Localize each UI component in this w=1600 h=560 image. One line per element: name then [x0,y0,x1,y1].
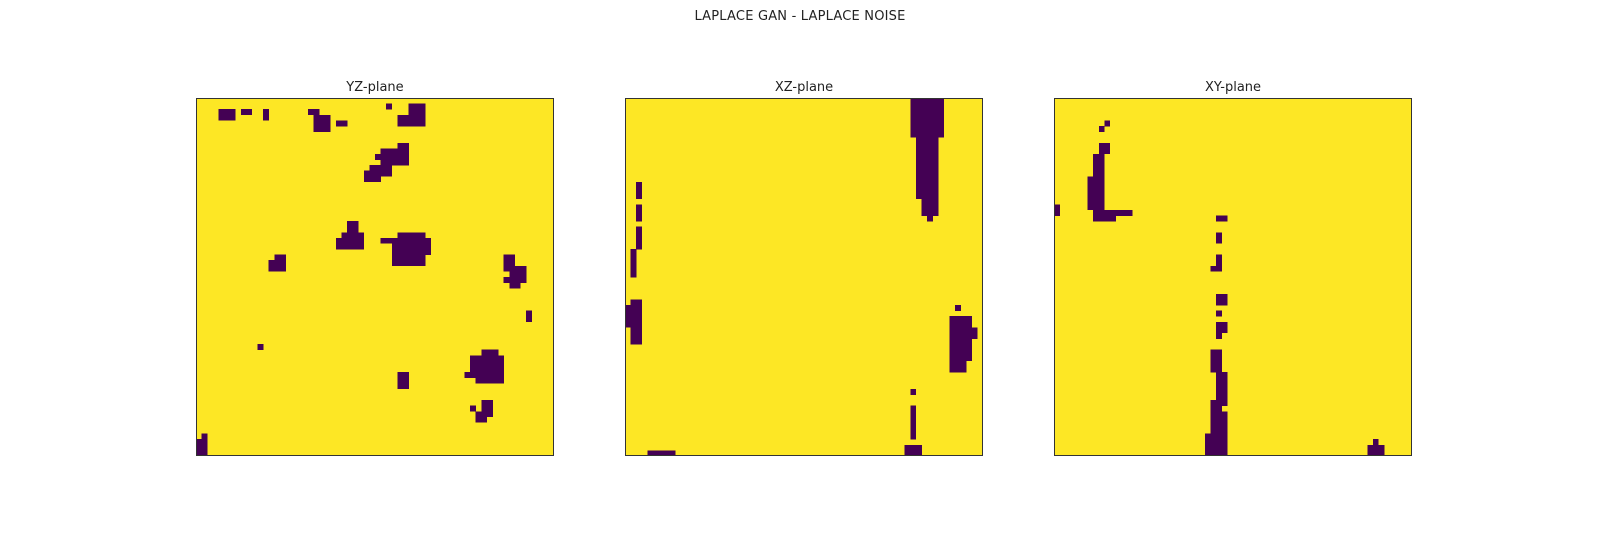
heatmap-cell-region [1216,321,1228,334]
plot-frame [1054,98,1412,456]
heatmap-cell-region [369,165,393,177]
heatmap-cell-region [526,310,532,323]
heatmap-cell-region [636,204,643,222]
plot-frame [625,98,983,456]
heatmap-cell-region [268,260,275,272]
heatmap-cell-region [1093,209,1116,222]
heatmap-cell-region [335,237,348,250]
heatmap-cell-region [380,237,393,244]
heatmap-cell-region [1093,153,1105,177]
heatmap-cell-region [397,232,426,244]
heatmap-cell-region [625,304,631,328]
heatmap-cell-region [1367,444,1385,456]
xz-plane-panel: XZ-plane [625,78,983,456]
heatmap-cell-region [263,109,270,116]
heatmap-cell-region [481,349,499,356]
heatmap-cell-region [949,360,967,373]
heatmap-cell-region [1098,142,1111,155]
heatmap-cell-region [313,114,331,132]
heatmap-cell-region [921,198,939,216]
heatmap-cell-region [1210,349,1223,373]
xz-plane-heatmap [625,98,983,456]
heatmap-cell-region [218,109,236,121]
heatmap-cell-region [927,215,933,222]
heatmap-cell-region [915,137,939,199]
heatmap-cell-region [904,444,922,456]
xy-plane-panel: XY-plane [1054,78,1412,456]
heatmap-cell-region [402,377,409,384]
heatmap-cell-region [955,304,961,311]
heatmap-cell-region [630,249,637,278]
heatmap-cell-region [380,148,398,166]
heatmap-background [196,98,554,456]
heatmap-cell-region [419,103,426,110]
heatmap-cell-region [910,388,917,395]
heatmap-cell-region [1216,310,1223,317]
heatmap-cell-region [196,439,208,456]
heatmap-cell-region [1372,439,1379,446]
heatmap-cell-region [503,277,510,283]
heatmap-cell-region [1098,125,1105,132]
heatmap-cell-region [263,114,270,121]
heatmap-cell-region [1216,254,1223,267]
heatmap-cell-region [375,153,381,160]
xy-plane-title: XY-plane [1204,80,1262,95]
heatmap-cell-region [966,327,978,339]
heatmap-cell-region [475,411,488,423]
xy-plane-heatmap [1054,98,1412,456]
yz-plane-title: YZ-plane [346,80,404,95]
heatmap-cell-region [475,366,504,384]
heatmap-cell-region [910,405,917,423]
heatmap-cell-region [636,181,643,199]
heatmap-background [1054,98,1412,456]
heatmap-cell-region [397,114,409,127]
heatmap-cell-region [910,98,945,138]
figure-title: LAPLACE GAN - LAPLACE NOISE [694,9,906,24]
xz-plane-title: XZ-plane [774,80,834,95]
heatmap-cell-region [470,405,476,412]
heatmap-cell-region [1115,209,1133,216]
heatmap-cell-region [1210,411,1228,434]
heatmap-cell-region [636,226,643,250]
heatmap-cell-region [1216,293,1228,306]
heatmap-cell-region [481,400,493,418]
heatmap-cell-region [386,103,393,110]
heatmap-cell-region [1054,204,1060,216]
heatmap-cell-region [397,142,409,166]
heatmap-cell-region [1210,400,1223,412]
heatmap-cell-region [363,170,376,183]
heatmap-cell-region [636,338,643,345]
plot-frame [196,98,554,456]
heatmap-cell-region [1087,176,1105,211]
heatmap-cell-region [352,243,359,250]
heatmap-cell-region [1210,265,1223,272]
yz-plane-heatmap [196,98,554,456]
heatmap-cell-region [1104,120,1111,127]
heatmap-cell-region [647,450,676,456]
heatmap-cell-region [1205,433,1228,456]
heatmap-cell-region [470,372,476,378]
heatmap-cell-region [375,176,381,183]
heatmap-cell-region [307,109,320,116]
heatmap-cell-region [910,422,917,440]
heatmap-cell-region [274,254,286,272]
heatmap-cell-region [503,254,516,272]
heatmap-cell-region [201,433,208,440]
heatmap-cell-region [402,260,421,267]
heatmap-cell-region [335,120,348,127]
heatmap-cell-region [630,299,643,345]
heatmap-cell-region [509,282,521,289]
heatmap-cell-region [1216,372,1228,406]
heatmap-cell-region [1216,215,1228,222]
heatmap-cell-region [347,221,359,239]
heatmap-cell-region [240,109,253,116]
heatmap-cell-region [257,344,264,351]
yz-plane-panel: YZ-plane [196,78,554,456]
heatmap-cell-region [1216,232,1223,244]
heatmap-cell-region [464,372,471,378]
heatmap-cell-region [1216,332,1223,339]
heatmap-cell-region [509,265,527,283]
